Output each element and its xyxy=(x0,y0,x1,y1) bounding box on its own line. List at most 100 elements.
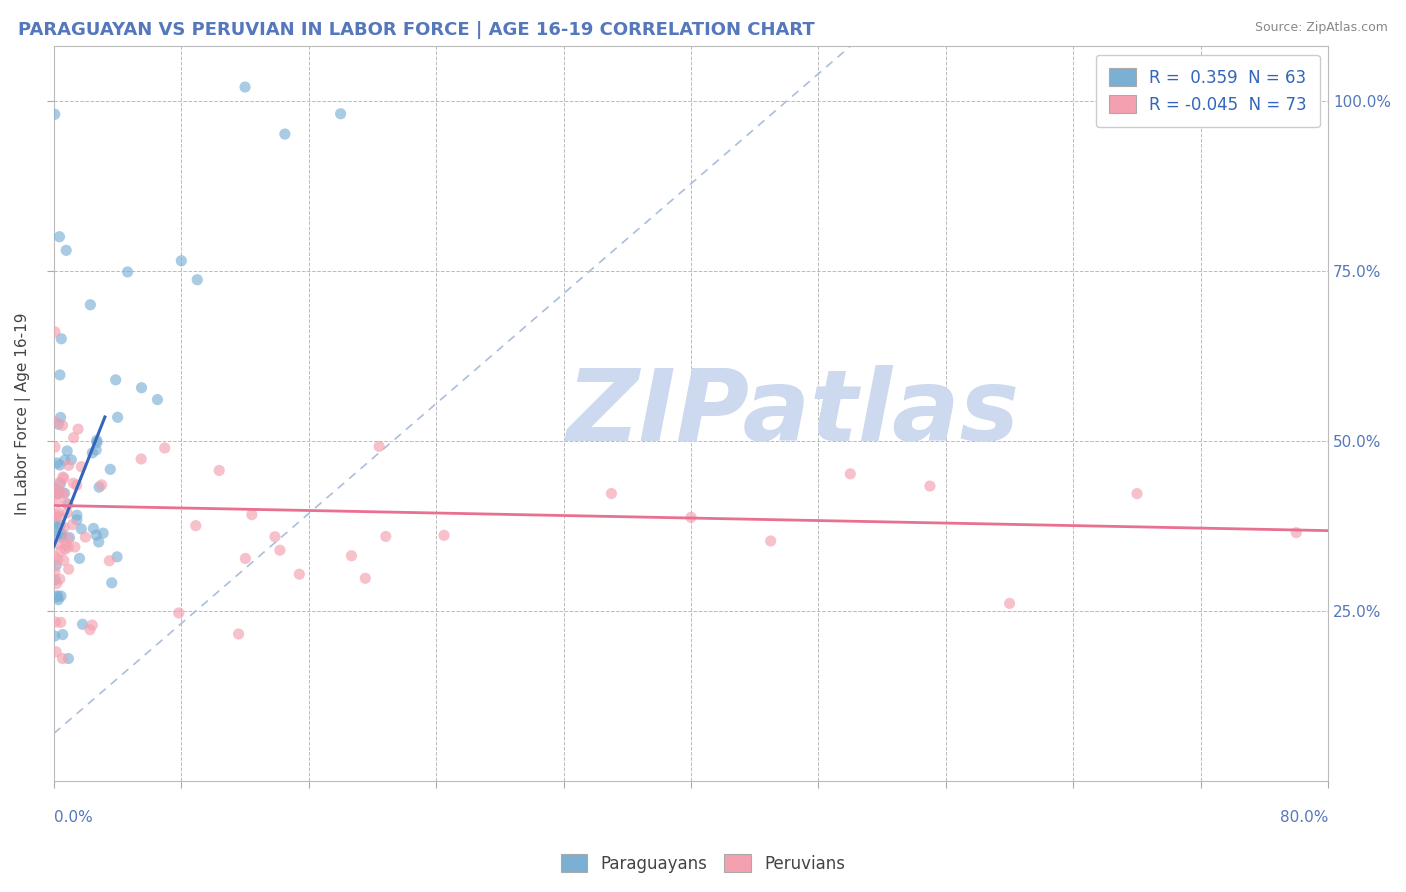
Point xyxy=(58,458,80,473)
Point xyxy=(186,273,208,287)
Y-axis label: In Labor Force | Age 16-19: In Labor Force | Age 16-19 xyxy=(15,312,31,515)
Point xyxy=(45,645,67,659)
Point xyxy=(44,615,66,629)
Point xyxy=(58,562,80,576)
Point xyxy=(49,544,72,558)
Point xyxy=(55,538,77,552)
Point xyxy=(51,530,73,544)
Point xyxy=(60,452,83,467)
Point xyxy=(53,520,76,534)
Point xyxy=(48,417,70,432)
Point xyxy=(46,589,69,603)
Point xyxy=(87,535,110,549)
Point xyxy=(66,513,89,527)
Point xyxy=(44,482,66,496)
Point xyxy=(58,540,80,554)
Point xyxy=(153,441,176,455)
Point xyxy=(48,475,70,490)
Point xyxy=(58,531,80,545)
Point xyxy=(46,506,69,520)
Point xyxy=(62,431,84,445)
Point xyxy=(48,229,70,244)
Point xyxy=(44,415,66,429)
Legend: Paraguayans, Peruvians: Paraguayans, Peruvians xyxy=(554,847,852,880)
Point xyxy=(62,517,84,532)
Point xyxy=(839,467,862,481)
Point xyxy=(49,410,72,425)
Point xyxy=(58,651,80,665)
Point xyxy=(79,298,101,312)
Point xyxy=(44,549,66,564)
Point xyxy=(1285,525,1308,540)
Point xyxy=(52,471,75,485)
Point xyxy=(70,459,93,474)
Point xyxy=(98,462,121,476)
Point xyxy=(44,483,66,497)
Point xyxy=(235,551,257,566)
Point xyxy=(70,522,93,536)
Point xyxy=(49,476,72,491)
Point xyxy=(44,573,66,587)
Point xyxy=(340,549,363,563)
Point xyxy=(91,526,114,541)
Point xyxy=(433,528,456,542)
Point xyxy=(67,422,90,436)
Point xyxy=(86,434,108,448)
Point xyxy=(264,530,287,544)
Point xyxy=(46,487,69,501)
Point xyxy=(51,527,73,541)
Point xyxy=(52,486,75,500)
Point xyxy=(66,508,89,523)
Point xyxy=(55,496,77,510)
Point xyxy=(98,554,121,568)
Point xyxy=(184,518,207,533)
Text: ZIPatlas: ZIPatlas xyxy=(567,365,1019,462)
Point xyxy=(918,479,941,493)
Point xyxy=(269,543,291,558)
Point xyxy=(75,530,97,544)
Point xyxy=(240,508,263,522)
Point xyxy=(56,532,79,546)
Point xyxy=(104,373,127,387)
Point xyxy=(329,107,352,121)
Point xyxy=(374,529,396,543)
Point xyxy=(167,606,190,620)
Point xyxy=(84,442,107,457)
Text: 0.0%: 0.0% xyxy=(53,811,93,825)
Point xyxy=(45,576,67,591)
Point xyxy=(44,440,66,454)
Point xyxy=(228,627,250,641)
Point xyxy=(117,265,139,279)
Point xyxy=(105,549,128,564)
Point xyxy=(46,456,69,470)
Point xyxy=(45,590,67,604)
Point xyxy=(45,529,67,543)
Point xyxy=(51,651,73,665)
Point xyxy=(146,392,169,407)
Text: 80.0%: 80.0% xyxy=(1279,811,1329,825)
Point xyxy=(66,478,89,492)
Point xyxy=(86,435,108,450)
Point xyxy=(49,484,72,499)
Point xyxy=(56,444,79,458)
Point xyxy=(87,480,110,494)
Point xyxy=(44,107,66,121)
Point xyxy=(1126,486,1149,500)
Point xyxy=(53,453,76,467)
Point xyxy=(52,627,75,641)
Point xyxy=(274,127,297,141)
Point xyxy=(79,623,101,637)
Point xyxy=(45,558,67,573)
Point xyxy=(49,368,72,382)
Point xyxy=(52,418,75,433)
Point xyxy=(998,596,1021,610)
Point xyxy=(62,476,84,491)
Point xyxy=(44,629,66,643)
Point xyxy=(233,80,256,95)
Point xyxy=(45,519,67,533)
Point xyxy=(46,552,69,566)
Point xyxy=(45,493,67,508)
Point xyxy=(49,509,72,524)
Point xyxy=(72,617,94,632)
Point xyxy=(49,589,72,603)
